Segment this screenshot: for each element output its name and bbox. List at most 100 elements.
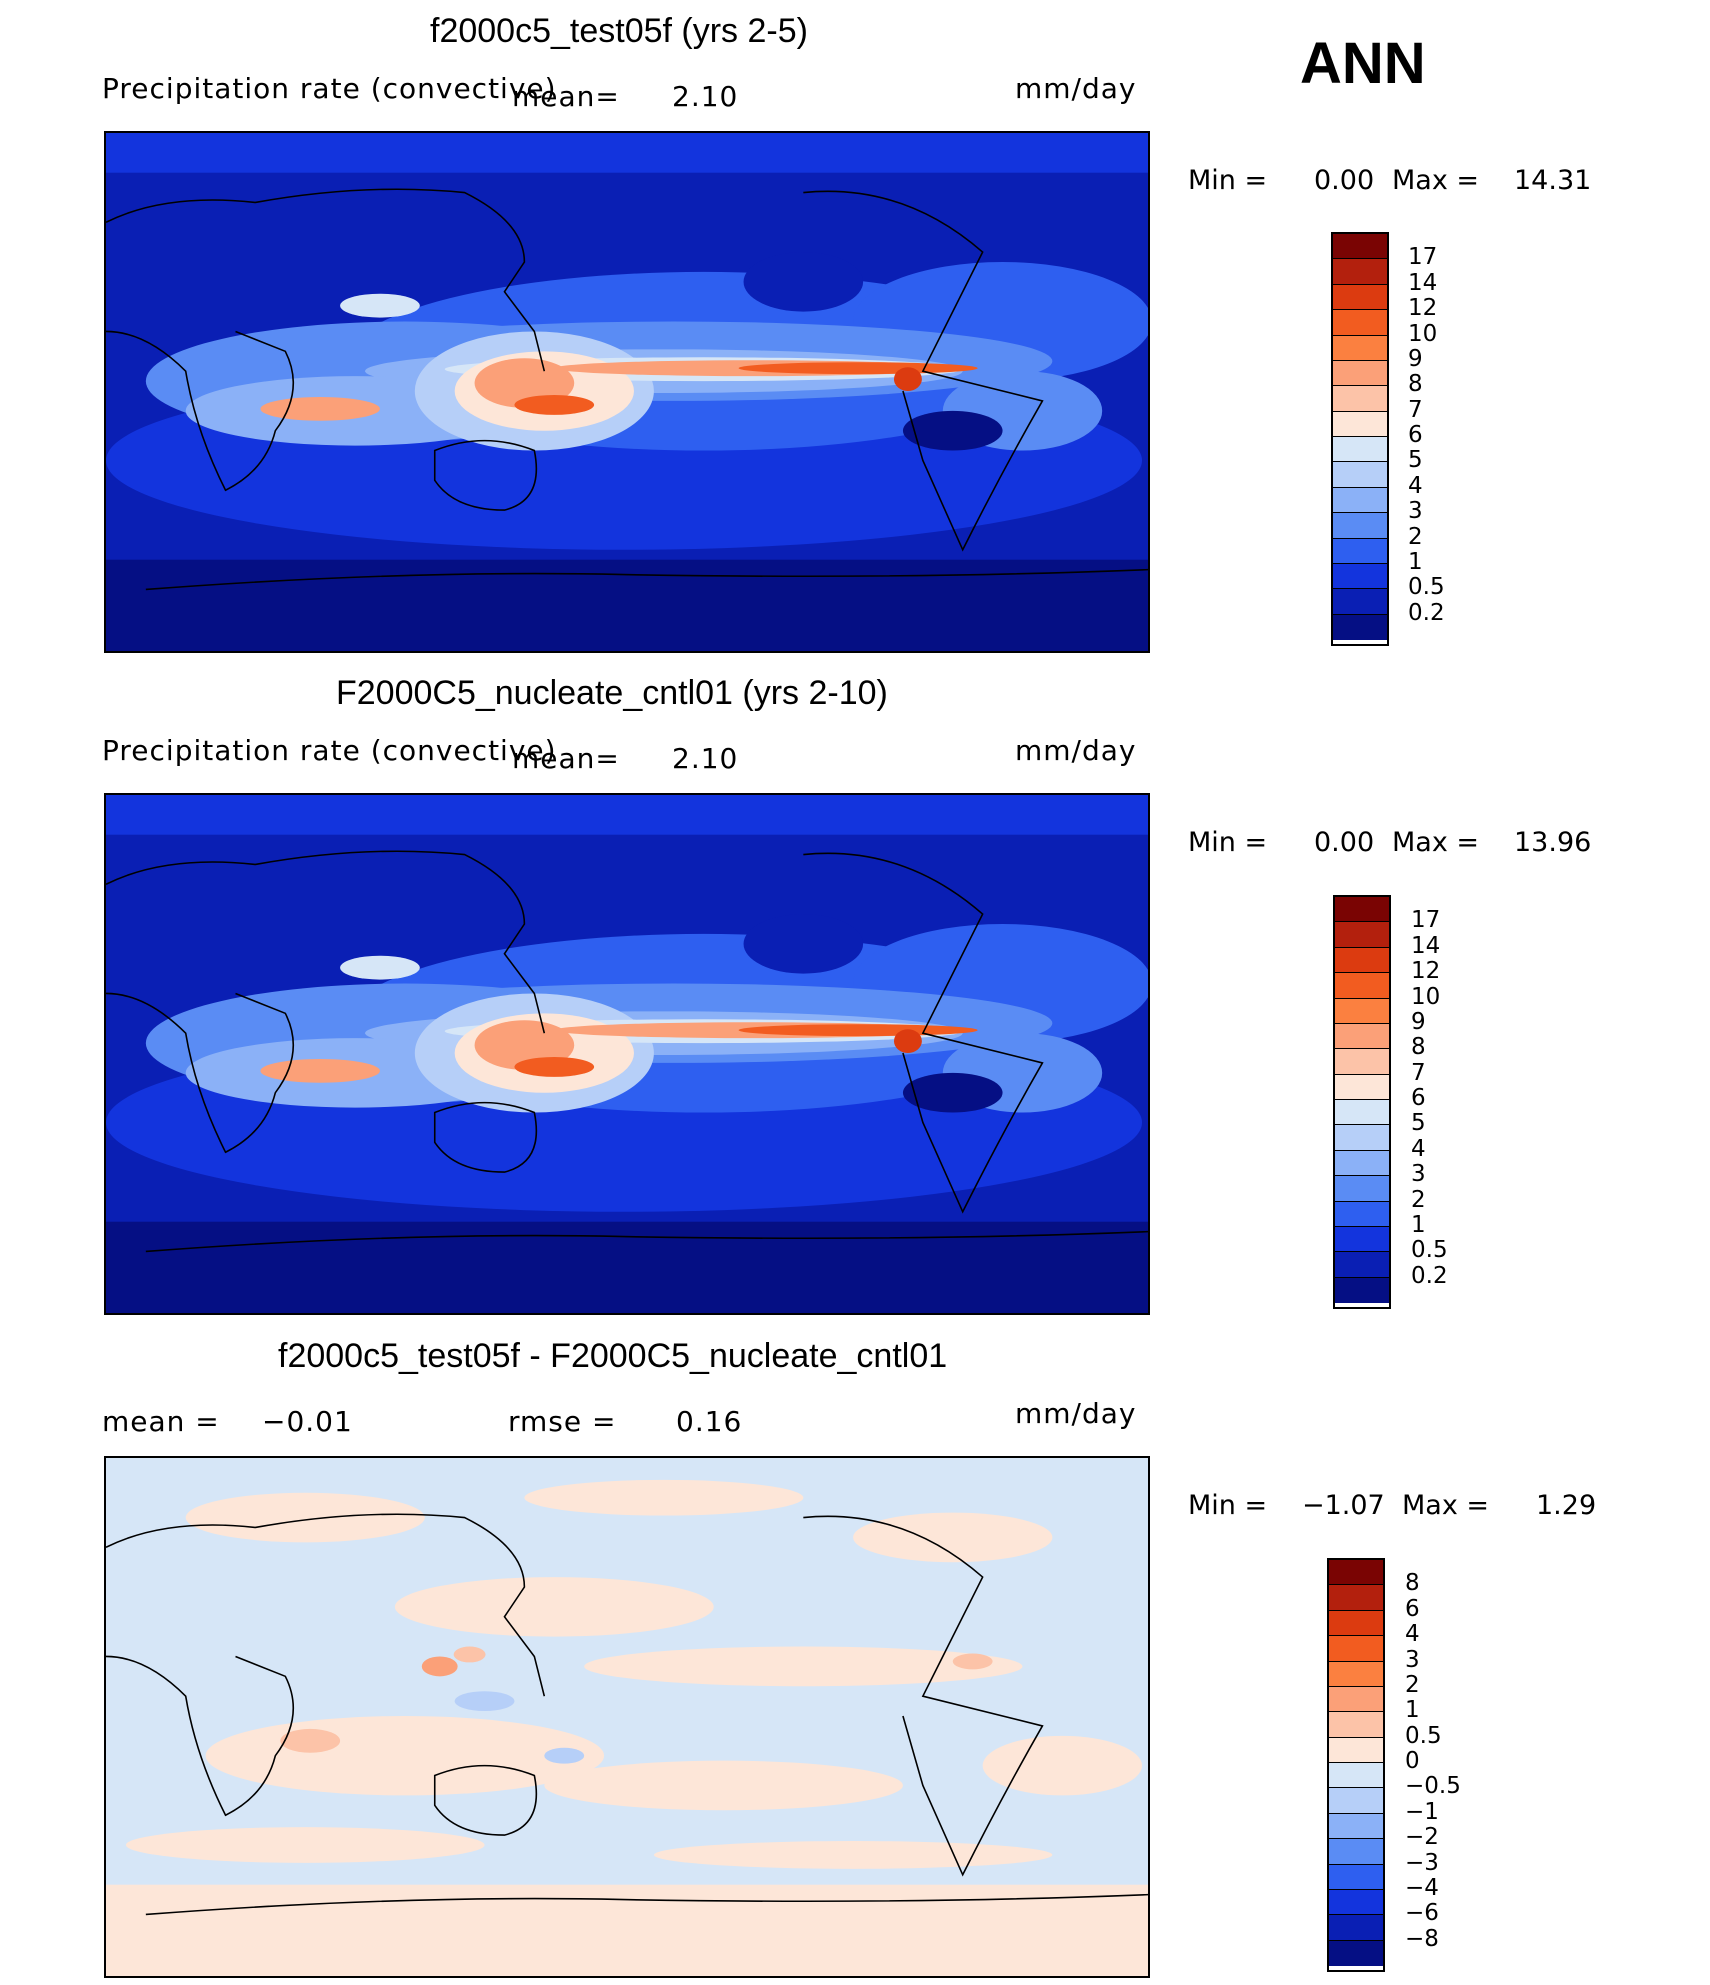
colorbar-tick-label: 4 bbox=[1411, 1135, 1426, 1162]
colorbar-tick-label: 7 bbox=[1411, 1059, 1426, 1086]
colorbar-tick-label: 6 bbox=[1411, 1085, 1426, 1111]
season-label: ANN bbox=[1300, 31, 1426, 96]
panel1-map-svg bbox=[106, 133, 1148, 651]
panel3-mean-value: −0.01 bbox=[262, 1405, 353, 1438]
panel3-title: f2000c5_test05f - F2000C5_nucleate_cntl0… bbox=[278, 1337, 948, 1375]
colorbar-segment bbox=[1329, 1839, 1383, 1865]
colorbar-tick-label: 1 bbox=[1408, 548, 1423, 575]
panel3-min-label: Min = bbox=[1188, 1490, 1268, 1521]
colorbar-segment bbox=[1335, 1100, 1389, 1126]
colorbar-segment bbox=[1335, 897, 1389, 923]
colorbar-segment bbox=[1335, 1277, 1389, 1303]
panel1-min-value: 0.00 bbox=[1314, 165, 1375, 196]
colorbar-tick-label: −1 bbox=[1405, 1798, 1439, 1825]
colorbar-tick-label: 2 bbox=[1408, 523, 1423, 550]
colorbar-segment bbox=[1335, 1150, 1389, 1177]
panel1-max-label: Max = bbox=[1392, 165, 1480, 196]
panel2-colorbar-labels: 17 14 12 10 9 8 7 6 5 4 3 2 1 0.5 0.2 bbox=[1411, 895, 1491, 1309]
colorbar-segment bbox=[1333, 310, 1387, 336]
colorbar-tick-label: 17 bbox=[1411, 907, 1441, 934]
panel3-units: mm/day bbox=[1015, 1397, 1137, 1430]
panel1-colorbar-labels: 17 14 12 10 9 8 7 6 5 4 3 2 1 0.5 0.2 bbox=[1408, 232, 1488, 646]
colorbar-segment bbox=[1333, 614, 1387, 640]
colorbar-segment bbox=[1329, 1889, 1383, 1916]
colorbar-segment bbox=[1333, 335, 1387, 361]
panel1-min-label: Min = bbox=[1188, 165, 1268, 196]
colorbar-tick-label: 4 bbox=[1405, 1621, 1420, 1648]
colorbar-segment bbox=[1335, 973, 1389, 999]
colorbar-tick-label: 0.5 bbox=[1405, 1722, 1442, 1749]
colorbar-segment bbox=[1335, 922, 1389, 948]
panel1-colorbar bbox=[1331, 232, 1389, 646]
colorbar-tick-label: 5 bbox=[1411, 1110, 1426, 1137]
colorbar-segment bbox=[1335, 998, 1389, 1024]
colorbar-segment bbox=[1333, 538, 1387, 564]
panel3-rmse-label: rmse = bbox=[508, 1405, 617, 1438]
colorbar-tick-label: 10 bbox=[1408, 320, 1438, 347]
colorbar-segment bbox=[1335, 1125, 1389, 1151]
colorbar-segment bbox=[1335, 1023, 1389, 1050]
colorbar-segment bbox=[1333, 462, 1387, 488]
colorbar-segment bbox=[1333, 411, 1387, 437]
colorbar-tick-label: −3 bbox=[1405, 1849, 1439, 1876]
colorbar-tick-label: 14 bbox=[1408, 269, 1438, 296]
colorbar-segment bbox=[1329, 1661, 1383, 1687]
panel2-mean-value: 2.10 bbox=[672, 742, 739, 775]
colorbar-segment bbox=[1335, 1252, 1389, 1278]
panel2-map bbox=[104, 793, 1150, 1315]
colorbar-tick-label: 9 bbox=[1408, 345, 1423, 372]
colorbar-tick-label: 6 bbox=[1408, 422, 1423, 448]
colorbar-segment bbox=[1333, 437, 1387, 463]
colorbar-segment bbox=[1333, 284, 1387, 311]
panel3-colorbar-labels: 8 6 4 3 2 1 0.5 0 −0.5 −1 −2 −3 −4 −6 −8 bbox=[1405, 1558, 1485, 1972]
colorbar-tick-label: 5 bbox=[1408, 447, 1423, 474]
panel1-max-value: 14.31 bbox=[1514, 165, 1592, 196]
panel2-map-svg bbox=[106, 795, 1148, 1313]
colorbar-tick-label: 14 bbox=[1411, 932, 1441, 959]
panel3-colorbar bbox=[1327, 1558, 1385, 1972]
colorbar-segment bbox=[1329, 1560, 1383, 1586]
panel3-map bbox=[104, 1456, 1150, 1978]
colorbar-segment bbox=[1335, 1201, 1389, 1227]
colorbar-segment bbox=[1333, 386, 1387, 412]
colorbar-tick-label: 1 bbox=[1405, 1697, 1420, 1724]
panel2-min-value: 0.00 bbox=[1314, 827, 1375, 858]
colorbar-tick-label: 4 bbox=[1408, 472, 1423, 499]
panel3-mean-label: mean = bbox=[102, 1405, 220, 1438]
colorbar-tick-label: 6 bbox=[1405, 1595, 1420, 1622]
colorbar-tick-label: −2 bbox=[1405, 1824, 1439, 1851]
colorbar-segment bbox=[1329, 1686, 1383, 1713]
panel2-title: F2000C5_nucleate_cntl01 (yrs 2-10) bbox=[336, 674, 888, 712]
panel1-variable: Precipitation rate (convective) bbox=[102, 72, 557, 105]
colorbar-tick-label: 0.5 bbox=[1411, 1237, 1448, 1264]
colorbar-tick-label: 0.2 bbox=[1408, 599, 1445, 626]
colorbar-tick-label: 8 bbox=[1411, 1034, 1426, 1061]
colorbar-tick-label: 8 bbox=[1405, 1570, 1420, 1597]
colorbar-tick-label: 3 bbox=[1408, 498, 1423, 525]
panel2-variable: Precipitation rate (convective) bbox=[102, 734, 557, 767]
panel2-colorbar bbox=[1333, 895, 1391, 1309]
colorbar-tick-label: 0 bbox=[1405, 1748, 1420, 1774]
panel2-max-label: Max = bbox=[1392, 827, 1480, 858]
colorbar-segment bbox=[1335, 1176, 1389, 1202]
colorbar-tick-label: 8 bbox=[1408, 371, 1423, 398]
panel2-units: mm/day bbox=[1015, 734, 1137, 767]
colorbar-tick-label: 12 bbox=[1411, 958, 1441, 985]
panel1-title: f2000c5_test05f (yrs 2-5) bbox=[430, 12, 808, 50]
colorbar-tick-label: −6 bbox=[1405, 1900, 1439, 1927]
panel2-max-value: 13.96 bbox=[1514, 827, 1592, 858]
panel1-mean-value: 2.10 bbox=[672, 80, 739, 113]
colorbar-tick-label: −4 bbox=[1405, 1874, 1439, 1901]
panel1-mean-label: mean= bbox=[512, 80, 620, 113]
colorbar-tick-label: 3 bbox=[1405, 1646, 1420, 1673]
colorbar-tick-label: 0.5 bbox=[1408, 574, 1445, 601]
colorbar-segment bbox=[1333, 360, 1387, 387]
colorbar-tick-label: 0.2 bbox=[1411, 1262, 1448, 1289]
colorbar-segment bbox=[1335, 1049, 1389, 1075]
panel3-max-label: Max = bbox=[1402, 1490, 1490, 1521]
colorbar-segment bbox=[1329, 1585, 1383, 1611]
colorbar-segment bbox=[1329, 1636, 1383, 1662]
colorbar-segment bbox=[1329, 1763, 1383, 1789]
colorbar-segment bbox=[1335, 1226, 1389, 1253]
panel3-map-svg bbox=[106, 1458, 1148, 1976]
